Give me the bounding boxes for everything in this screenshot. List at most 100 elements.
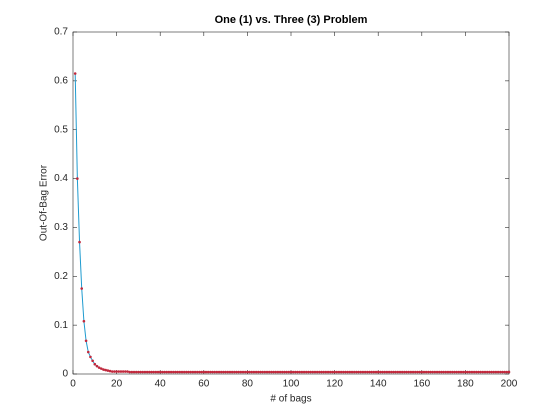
data-point bbox=[464, 370, 467, 374]
x-tick-label: 20 bbox=[111, 379, 123, 390]
data-point bbox=[296, 370, 299, 374]
data-point bbox=[435, 370, 439, 374]
data-point bbox=[498, 370, 502, 374]
data-point bbox=[76, 177, 79, 180]
data-point bbox=[189, 370, 193, 374]
data-point bbox=[322, 370, 326, 374]
data-point bbox=[309, 370, 312, 374]
data-point bbox=[228, 370, 232, 374]
data-point bbox=[461, 370, 465, 374]
data-point bbox=[163, 370, 166, 374]
data-point bbox=[501, 370, 504, 374]
data-point bbox=[318, 370, 321, 374]
data-point bbox=[475, 370, 478, 374]
data-point bbox=[392, 370, 395, 374]
data-point bbox=[95, 364, 99, 368]
data-point bbox=[191, 370, 195, 374]
data-point bbox=[278, 370, 282, 374]
data-point bbox=[248, 370, 251, 374]
data-point bbox=[348, 370, 352, 374]
data-point bbox=[167, 370, 171, 374]
data-point bbox=[370, 370, 373, 374]
data-point bbox=[134, 370, 138, 374]
data-point bbox=[252, 370, 256, 374]
y-tick-label: 0.4 bbox=[54, 173, 68, 184]
data-point bbox=[374, 370, 378, 374]
data-point bbox=[442, 370, 445, 374]
data-point bbox=[420, 370, 424, 374]
data-point bbox=[126, 370, 129, 373]
data-point bbox=[333, 370, 336, 374]
data-point bbox=[132, 370, 136, 374]
x-tick-label: 80 bbox=[242, 379, 254, 390]
y-tick-label: 0.6 bbox=[54, 75, 68, 86]
data-point bbox=[73, 72, 77, 75]
data-point bbox=[311, 370, 315, 374]
data-point bbox=[307, 370, 310, 374]
data-point bbox=[453, 370, 456, 374]
data-point bbox=[209, 370, 212, 374]
data-point bbox=[113, 370, 116, 373]
data-point bbox=[274, 370, 278, 374]
data-point bbox=[254, 370, 258, 374]
data-point bbox=[217, 370, 221, 374]
data-point bbox=[265, 370, 269, 374]
data-point bbox=[100, 367, 103, 370]
data-point bbox=[372, 370, 376, 374]
data-point bbox=[294, 370, 297, 374]
data-point bbox=[285, 370, 288, 374]
data-point bbox=[222, 370, 225, 374]
data-point bbox=[359, 370, 363, 374]
data-point bbox=[431, 370, 435, 374]
data-point bbox=[78, 240, 81, 244]
data-point bbox=[115, 370, 118, 373]
data-point bbox=[224, 370, 227, 374]
data-point bbox=[145, 370, 149, 374]
data-point bbox=[230, 370, 234, 374]
data-point bbox=[376, 370, 380, 374]
data-point bbox=[387, 370, 391, 374]
data-point bbox=[97, 366, 101, 369]
data-point bbox=[104, 368, 107, 372]
data-point bbox=[84, 339, 88, 343]
data-point bbox=[215, 370, 219, 374]
data-point bbox=[411, 370, 415, 374]
axes-box bbox=[72, 31, 510, 375]
data-point bbox=[110, 370, 114, 373]
y-tick-label: 0 bbox=[62, 369, 68, 380]
data-point bbox=[320, 370, 323, 374]
data-point bbox=[326, 370, 330, 374]
data-point bbox=[137, 370, 140, 374]
data-point bbox=[427, 370, 430, 374]
data-point bbox=[102, 368, 105, 371]
data-point bbox=[344, 370, 347, 374]
data-point bbox=[237, 370, 240, 374]
data-point bbox=[507, 370, 511, 374]
data-point bbox=[213, 370, 216, 374]
data-point bbox=[315, 370, 319, 374]
data-point bbox=[124, 370, 127, 373]
data-point bbox=[289, 370, 293, 374]
data-point bbox=[287, 370, 291, 374]
data-point bbox=[93, 362, 97, 366]
data-point bbox=[444, 370, 448, 374]
data-point bbox=[429, 370, 432, 374]
data-point bbox=[161, 370, 164, 374]
data-point bbox=[108, 369, 112, 373]
data-point bbox=[385, 370, 389, 374]
data-point bbox=[472, 370, 476, 374]
data-point bbox=[466, 370, 469, 374]
data-point bbox=[335, 370, 339, 374]
data-point bbox=[143, 370, 147, 374]
data-point bbox=[446, 370, 450, 374]
data-point bbox=[106, 369, 110, 372]
data-point bbox=[200, 370, 203, 374]
data-point bbox=[407, 370, 411, 374]
data-point bbox=[346, 370, 349, 374]
data-point bbox=[437, 370, 441, 374]
data-point bbox=[496, 370, 500, 374]
data-point bbox=[280, 370, 284, 374]
data-point bbox=[156, 370, 160, 374]
